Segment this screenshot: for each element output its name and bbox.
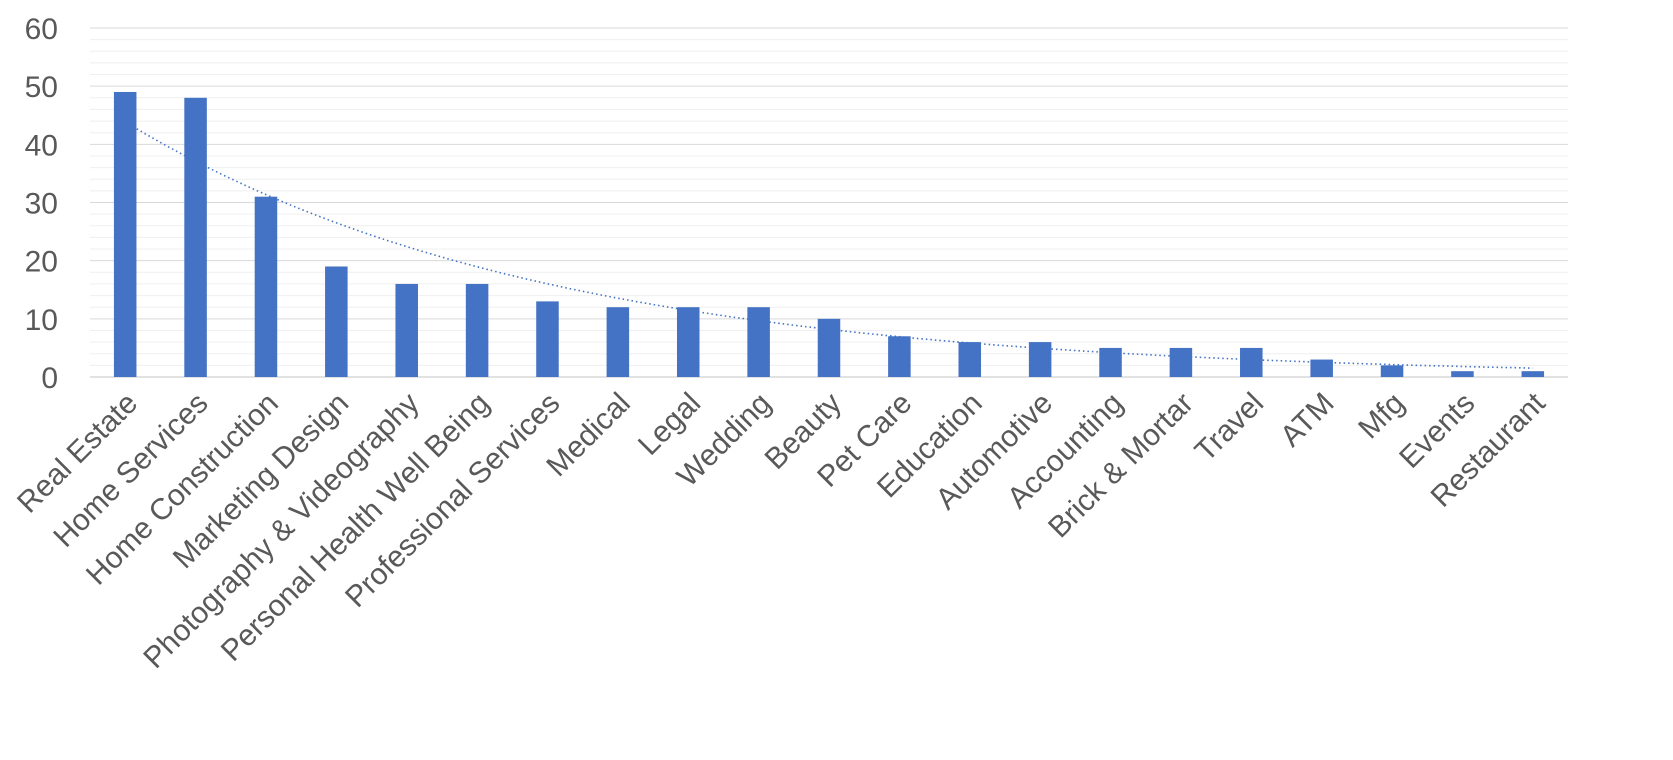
bar (325, 266, 348, 377)
bar (395, 283, 418, 377)
bar (676, 307, 700, 377)
bar (1451, 371, 1474, 377)
y-axis-tick-labels: 0 10 20 30 40 50 60 (25, 13, 58, 395)
bar (254, 196, 278, 377)
x-category-label: Travel (1189, 387, 1270, 468)
bar (1521, 371, 1545, 377)
y-tick-label: 20 (25, 246, 58, 279)
x-category-label: ATM (1274, 387, 1341, 454)
bar (1310, 359, 1333, 377)
y-tick-label: 50 (25, 71, 58, 104)
bar (817, 318, 841, 377)
bar (888, 336, 911, 377)
bar (465, 283, 489, 377)
bar (1028, 342, 1052, 377)
y-tick-label: 10 (25, 304, 58, 337)
bar (536, 301, 559, 377)
bar (606, 307, 630, 377)
y-tick-label: 0 (41, 362, 58, 395)
bar (1099, 347, 1122, 377)
bar (1169, 347, 1193, 377)
y-tick-label: 40 (25, 129, 58, 162)
bar (747, 307, 770, 377)
bar (1240, 347, 1263, 377)
bar (958, 342, 982, 377)
x-category-label: Mfg (1352, 387, 1411, 446)
y-tick-label: 30 (25, 188, 58, 221)
bars (113, 91, 1545, 378)
y-tick-label: 60 (25, 13, 58, 46)
bar (1380, 365, 1404, 377)
bar (113, 91, 137, 377)
bar (184, 97, 207, 378)
